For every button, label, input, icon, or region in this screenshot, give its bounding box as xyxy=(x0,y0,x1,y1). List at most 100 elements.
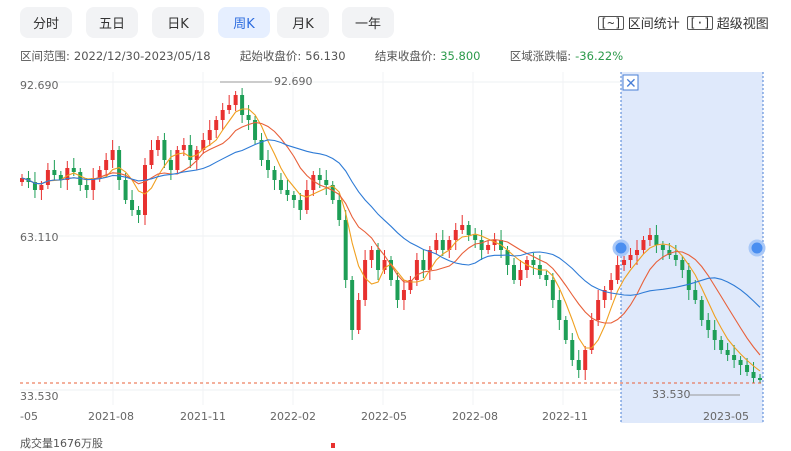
candle-body xyxy=(518,270,523,280)
candle-body xyxy=(155,140,160,150)
tab-weekly-k[interactable]: 周K xyxy=(218,7,270,38)
candle-body xyxy=(291,195,296,200)
candle-body xyxy=(395,280,400,300)
candle-body xyxy=(635,250,639,255)
candle-body xyxy=(427,250,432,270)
range-value: 2022/12/30-2023/05/18 xyxy=(73,49,211,63)
candle-body xyxy=(738,360,743,365)
candle-body xyxy=(699,300,704,320)
range-info-bar: 区间范围: 2022/12/30-2023/05/18 起始收盘价: 56.130 … xyxy=(20,48,627,64)
selection-right-handle[interactable] xyxy=(748,239,766,257)
candle-body xyxy=(356,300,361,330)
candle-body xyxy=(330,185,335,200)
candle-body xyxy=(641,240,646,250)
x-tick: -05 xyxy=(20,410,38,423)
candle-body xyxy=(647,235,652,240)
candle-body xyxy=(227,105,232,110)
candle-body xyxy=(453,230,458,240)
candle-body xyxy=(531,260,536,265)
candle-body xyxy=(324,180,329,185)
candle-body xyxy=(512,265,516,280)
end-close-label: 结束收盘价: xyxy=(374,49,437,63)
candle-body xyxy=(609,280,614,290)
tab-five-day[interactable]: 五日 xyxy=(86,7,138,38)
candle-body xyxy=(343,220,348,280)
change-label: 区域涨跌幅: xyxy=(509,49,572,63)
candle-body xyxy=(745,365,750,372)
candle-body xyxy=(181,145,186,150)
candle-body xyxy=(479,240,484,250)
start-close-value: 56.130 xyxy=(305,49,346,63)
candle-body xyxy=(544,275,549,280)
candle-body xyxy=(389,260,393,280)
candle-body xyxy=(622,260,627,265)
candle-body xyxy=(466,225,471,235)
end-close-value: 35.800 xyxy=(440,49,481,63)
candle-body xyxy=(278,180,283,190)
candle-body xyxy=(52,170,57,175)
ma20-line xyxy=(21,139,761,308)
candle-body xyxy=(285,190,290,195)
tab-intraday[interactable]: 分时 xyxy=(20,7,72,38)
candle-body xyxy=(628,255,633,260)
candle-body xyxy=(39,185,44,190)
candle-body xyxy=(667,250,672,255)
candle-body xyxy=(110,150,115,160)
candle-body xyxy=(434,240,439,250)
super-view-label: 超级视图 xyxy=(716,17,769,32)
period-tab-bar: 分时 五日 日K 周K 月K 一年 [~] 区间统计 [·] 超级视图 xyxy=(0,0,791,46)
candle-body xyxy=(188,145,193,160)
candle-body xyxy=(311,175,316,190)
candle-body xyxy=(654,235,659,245)
max-price-label: 92.690 xyxy=(274,75,313,88)
moving-average-lines xyxy=(21,108,761,372)
x-tick: 2022-05 xyxy=(361,410,407,423)
candle-body xyxy=(686,270,691,290)
x-tick: 2023-05 xyxy=(703,410,749,423)
x-tick: 2022-02 xyxy=(270,410,316,423)
candle-body xyxy=(71,168,76,172)
tab-monthly-k[interactable]: 月K xyxy=(277,7,329,38)
close-selection-button[interactable] xyxy=(622,74,639,91)
start-close-label: 起始收盘价: xyxy=(239,49,302,63)
candle-body xyxy=(758,378,762,380)
volume-label: 成交量1676万股 xyxy=(20,437,103,450)
range-stats-button[interactable]: [~] 区间统计 xyxy=(598,13,680,32)
candle-body xyxy=(207,130,212,140)
candle-body xyxy=(220,110,225,120)
candle-body xyxy=(272,170,277,180)
candle-body xyxy=(576,360,581,370)
tab-daily-k[interactable]: 日K xyxy=(152,7,204,38)
y-tick-mid: 63.110 xyxy=(20,231,59,244)
candle-body xyxy=(214,120,219,130)
candle-body xyxy=(20,178,24,182)
candle-body xyxy=(58,175,63,180)
candle-body xyxy=(350,280,355,330)
x-tick: 2022-08 xyxy=(452,410,498,423)
change-value: -36.22% xyxy=(575,49,624,63)
candle-body xyxy=(317,175,322,180)
candle-body xyxy=(589,320,594,350)
candle-body xyxy=(751,372,756,378)
candle-body xyxy=(91,178,96,190)
tab-one-year[interactable]: 一年 xyxy=(342,7,394,38)
candle-body xyxy=(130,200,135,210)
candle-body xyxy=(123,180,128,200)
candle-body xyxy=(246,115,251,120)
candle-body xyxy=(414,260,419,280)
candle-body xyxy=(421,260,426,270)
candle-body xyxy=(149,150,154,165)
candle-body xyxy=(104,160,109,170)
candle-body xyxy=(596,300,601,320)
y-tick-top: 92.690 xyxy=(20,79,59,92)
candle-body xyxy=(369,250,374,260)
candle-body xyxy=(401,290,406,300)
candle-body xyxy=(376,250,381,270)
candle-body xyxy=(408,280,413,290)
super-view-button[interactable]: [·] 超级视图 xyxy=(687,13,769,32)
selection-left-handle[interactable] xyxy=(612,239,630,257)
candle-body xyxy=(602,290,607,300)
candle-body xyxy=(719,340,724,350)
candle-body xyxy=(337,200,342,220)
